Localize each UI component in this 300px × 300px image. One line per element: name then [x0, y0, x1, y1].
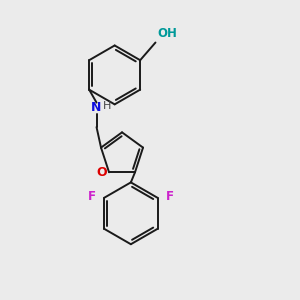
Text: OH: OH	[158, 28, 178, 40]
Text: N: N	[91, 100, 102, 113]
Text: O: O	[96, 166, 107, 179]
Text: F: F	[88, 190, 96, 203]
Text: F: F	[166, 190, 174, 203]
Text: H: H	[103, 101, 111, 111]
